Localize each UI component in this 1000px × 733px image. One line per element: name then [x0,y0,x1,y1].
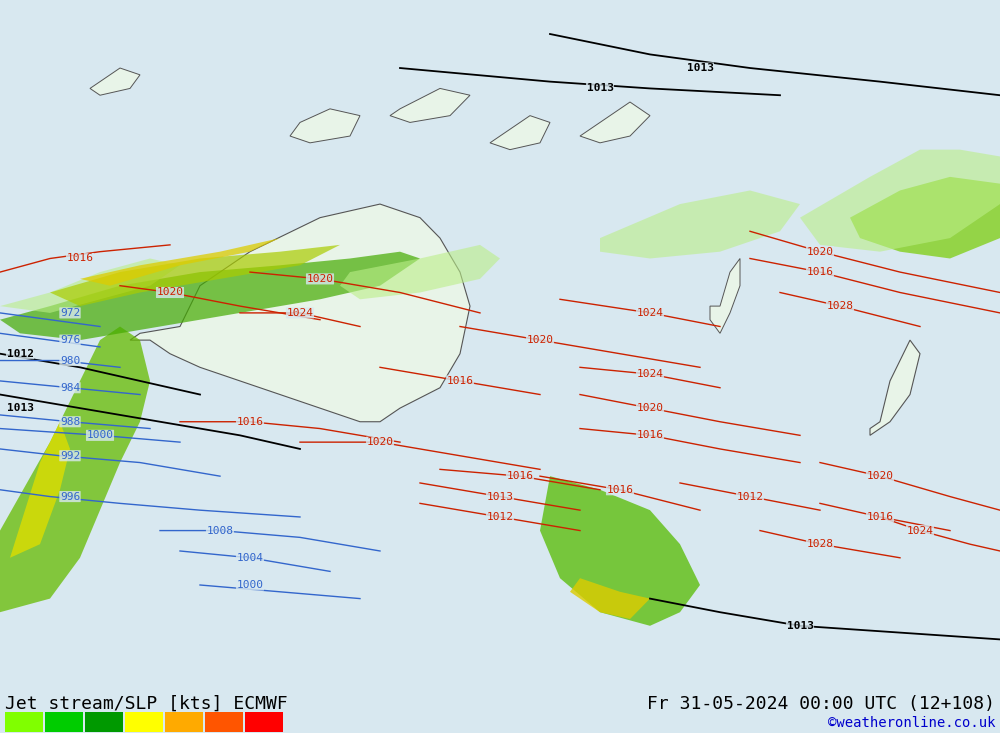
Polygon shape [570,578,650,619]
Text: 1016: 1016 [806,267,834,277]
Text: 1020: 1020 [156,287,184,298]
Text: 1013: 1013 [486,492,514,501]
Bar [205,712,243,732]
Text: 1020: 1020 [526,335,554,345]
Polygon shape [10,421,70,558]
Polygon shape [850,177,1000,259]
Text: 1016: 1016 [66,254,94,263]
Text: 1020: 1020 [866,471,894,481]
Text: 1024: 1024 [637,369,664,379]
Text: 1024: 1024 [637,308,664,318]
Bar [245,712,283,732]
Text: 972: 972 [60,308,80,318]
Text: 1020: 1020 [306,274,334,284]
Polygon shape [130,204,470,421]
Polygon shape [80,238,280,286]
Text: ©weatheronline.co.uk: ©weatheronline.co.uk [828,716,995,730]
Text: 984: 984 [60,383,80,393]
Polygon shape [870,340,920,435]
Text: 1024: 1024 [906,526,934,536]
Bar [5,712,43,732]
Bar [165,712,203,732]
Text: 1020: 1020 [637,403,664,413]
Polygon shape [0,326,150,612]
Text: 996: 996 [60,492,80,501]
Text: 1024: 1024 [287,308,314,318]
Text: 992: 992 [60,451,80,461]
Bar [125,712,163,732]
Text: 1016: 1016 [866,512,894,522]
Polygon shape [800,150,1000,251]
Text: 1008: 1008 [207,526,234,536]
Text: 1020: 1020 [806,247,834,257]
Text: 1004: 1004 [237,553,264,563]
Text: 1016: 1016 [637,430,664,441]
Text: 980: 980 [60,356,80,366]
Text: 988: 988 [60,417,80,427]
Text: 1016: 1016 [237,417,264,427]
Polygon shape [50,245,340,306]
Polygon shape [340,245,500,299]
Text: Jet stream/SLP [kts] ECMWF: Jet stream/SLP [kts] ECMWF [5,695,288,713]
Text: 1012: 1012 [736,492,764,501]
Polygon shape [580,102,650,143]
Text: 1013: 1013 [686,63,714,73]
Text: 1016: 1016 [606,485,634,495]
Text: 976: 976 [60,335,80,345]
Polygon shape [540,476,700,626]
Text: 1000: 1000 [87,430,114,441]
Text: 1012: 1012 [486,512,514,522]
Text: 1028: 1028 [826,301,854,311]
Text: 1012: 1012 [7,349,34,358]
Bar [45,712,83,732]
Polygon shape [390,89,470,122]
Text: 1013: 1013 [586,84,614,93]
Polygon shape [0,251,420,340]
Text: 1016: 1016 [507,471,534,481]
Text: 1028: 1028 [806,539,834,549]
Text: 1020: 1020 [366,437,394,447]
Text: 1016: 1016 [446,376,474,386]
Polygon shape [600,191,800,259]
Polygon shape [90,68,140,95]
Text: 1000: 1000 [237,580,264,590]
Text: 1013: 1013 [786,621,814,631]
Polygon shape [0,259,180,313]
Polygon shape [710,259,740,334]
Polygon shape [490,116,550,150]
Polygon shape [290,108,360,143]
Text: Fr 31-05-2024 00:00 UTC (12+108): Fr 31-05-2024 00:00 UTC (12+108) [647,695,995,713]
Text: 1013: 1013 [7,403,34,413]
Bar [85,712,123,732]
